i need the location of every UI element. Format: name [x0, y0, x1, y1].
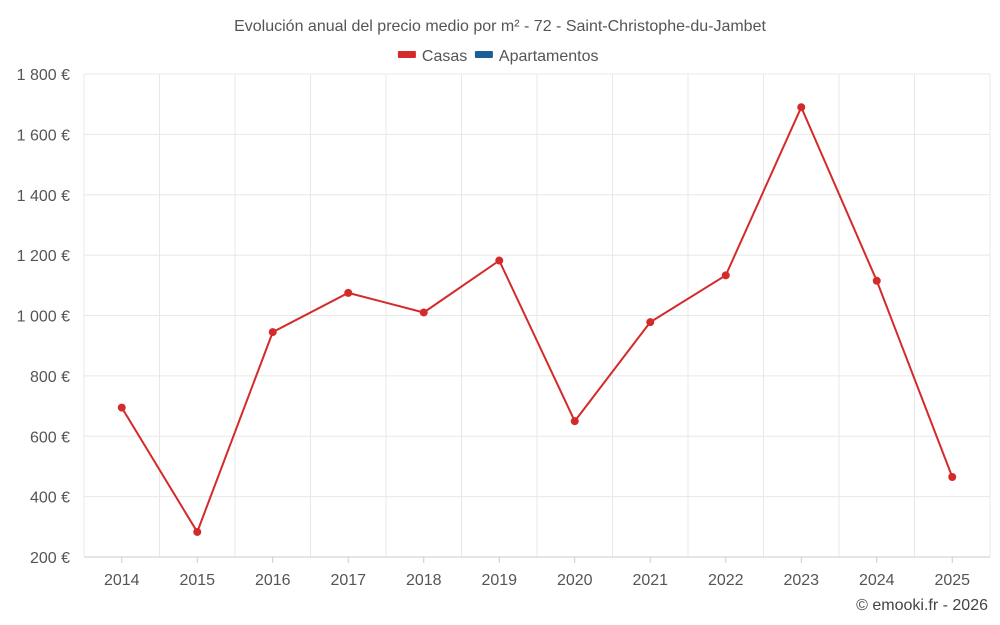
x-tick-label: 2014: [104, 572, 140, 589]
x-tick-label: 2023: [783, 572, 819, 589]
grid: [83, 73, 991, 557]
data-point: [872, 276, 881, 285]
data-point: [721, 271, 730, 280]
data-point: [268, 328, 277, 337]
x-tick-label: 2016: [255, 572, 291, 589]
series-layer: [117, 103, 957, 536]
data-point: [117, 403, 126, 412]
y-tick-label: 800 €: [30, 369, 70, 386]
x-tick-label: 2020: [557, 572, 593, 589]
chart-title: Evolución anual del precio medio por m² …: [234, 18, 766, 35]
data-point: [495, 256, 504, 265]
y-tick-label: 400 €: [30, 490, 70, 507]
y-tick-label: 1 200 €: [17, 248, 70, 265]
x-axis: 2014 2015 2016 2017 2018 2019 2020 2021 2022 2023…: [84, 556, 990, 589]
x-tick-label: 2018: [406, 572, 442, 589]
data-point: [193, 527, 202, 536]
x-tick-label: 2019: [481, 572, 517, 589]
data-point: [948, 473, 957, 482]
y-tick-label: 1 600 €: [17, 127, 70, 144]
x-tick-label: 2015: [179, 572, 215, 589]
legend-label-apartamentos: Apartamentos: [499, 48, 599, 65]
series-line-casas: [120, 104, 954, 535]
y-tick-label: 600 €: [30, 429, 70, 446]
x-tick-label: 2024: [859, 572, 895, 589]
data-point: [646, 318, 655, 327]
legend-label-casas: Casas: [422, 48, 467, 65]
y-tick-label: 200 €: [30, 550, 70, 567]
legend: Casas Apartamentos: [397, 48, 599, 65]
data-point: [797, 103, 806, 112]
x-tick-label: 2017: [330, 572, 366, 589]
data-point: [344, 288, 353, 297]
legend-swatch-apartamentos: [474, 51, 493, 58]
data-point: [570, 417, 579, 426]
data-point: [419, 308, 428, 317]
y-tick-label: 1 400 €: [17, 188, 70, 205]
y-tick-label: 1 000 €: [17, 309, 70, 326]
x-tick-label: 2022: [708, 572, 744, 589]
x-tick-label: 2025: [934, 572, 970, 589]
y-axis: 200 € 400 € 600 € 800 € 1 000 € 1 200 € 1 400 …: [17, 67, 70, 567]
y-tick-label: 1 800 €: [17, 67, 70, 84]
legend-swatch-casas: [397, 51, 416, 58]
credit-text: © emooki.fr - 2026: [856, 597, 988, 614]
x-tick-label: 2021: [632, 572, 668, 589]
